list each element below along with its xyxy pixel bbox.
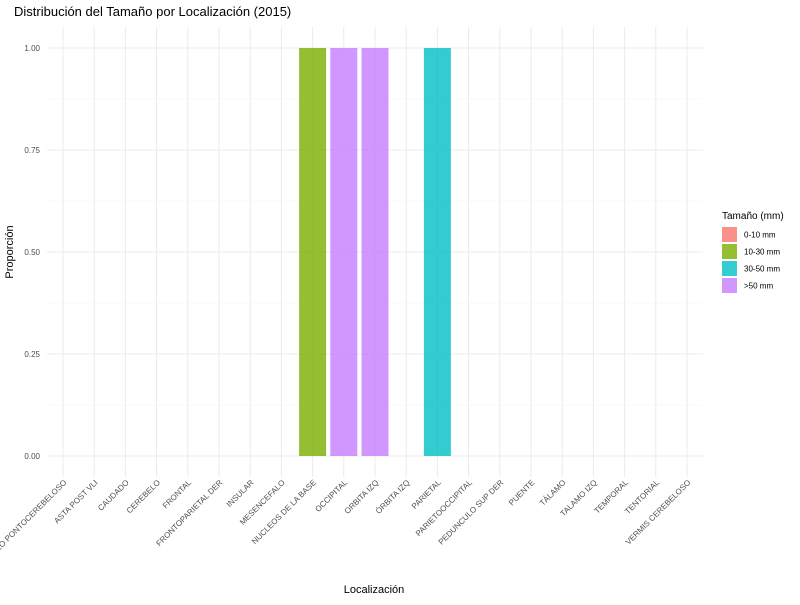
x-tick-label: PEDUNCULO SUP DER — [437, 478, 506, 547]
x-tick-label: VERMIS CEREBELOSO — [624, 478, 693, 547]
legend-key — [722, 261, 737, 276]
x-tick-label: INSULAR — [225, 478, 256, 509]
legend-key — [722, 244, 737, 259]
bar — [423, 48, 451, 456]
y-tick-label: 0.25 — [24, 350, 40, 359]
legend: Tamaño (mm) 0-10 mm 10-30 mm 30-50 mm >50 m… — [722, 211, 784, 293]
bar — [330, 48, 358, 456]
legend-label: 10-30 mm — [744, 248, 780, 257]
legend-key — [722, 278, 737, 293]
x-tick-label: TÁLAMO — [538, 478, 568, 508]
bar — [361, 48, 389, 456]
bar — [299, 48, 327, 456]
y-ticks: 0.00 0.25 0.50 0.75 1.00 — [24, 44, 40, 461]
x-tick-label: CEREBELO — [125, 478, 162, 515]
bars — [299, 48, 451, 456]
x-tick-label: PUENTE — [507, 478, 536, 507]
x-tick-label: PARIETOOCCIPITAL — [414, 478, 475, 539]
x-tick-label: NUCLEOS DE LA BASE — [250, 478, 318, 546]
x-tick-label: PARIETAL — [410, 478, 443, 511]
y-axis-title: Proporción — [4, 225, 16, 278]
y-tick-label: 1.00 — [24, 44, 40, 53]
y-tick-label: 0.75 — [24, 146, 40, 155]
legend-label: >50 mm — [744, 282, 773, 291]
x-tick-label: FRONTOPARIETAL DER — [154, 478, 224, 548]
legend-label: 30-50 mm — [744, 265, 780, 274]
legend-label: 0-10 mm — [744, 231, 776, 240]
y-tick-label: 0.00 — [24, 452, 40, 461]
chart-title: Distribución del Tamaño por Localización… — [14, 4, 291, 19]
x-tick-label: FRONTAL — [161, 478, 194, 511]
y-tick-label: 0.50 — [24, 248, 40, 257]
legend-title: Tamaño (mm) — [722, 211, 784, 222]
legend-key — [722, 227, 737, 242]
x-axis-title: Localización — [344, 584, 405, 596]
